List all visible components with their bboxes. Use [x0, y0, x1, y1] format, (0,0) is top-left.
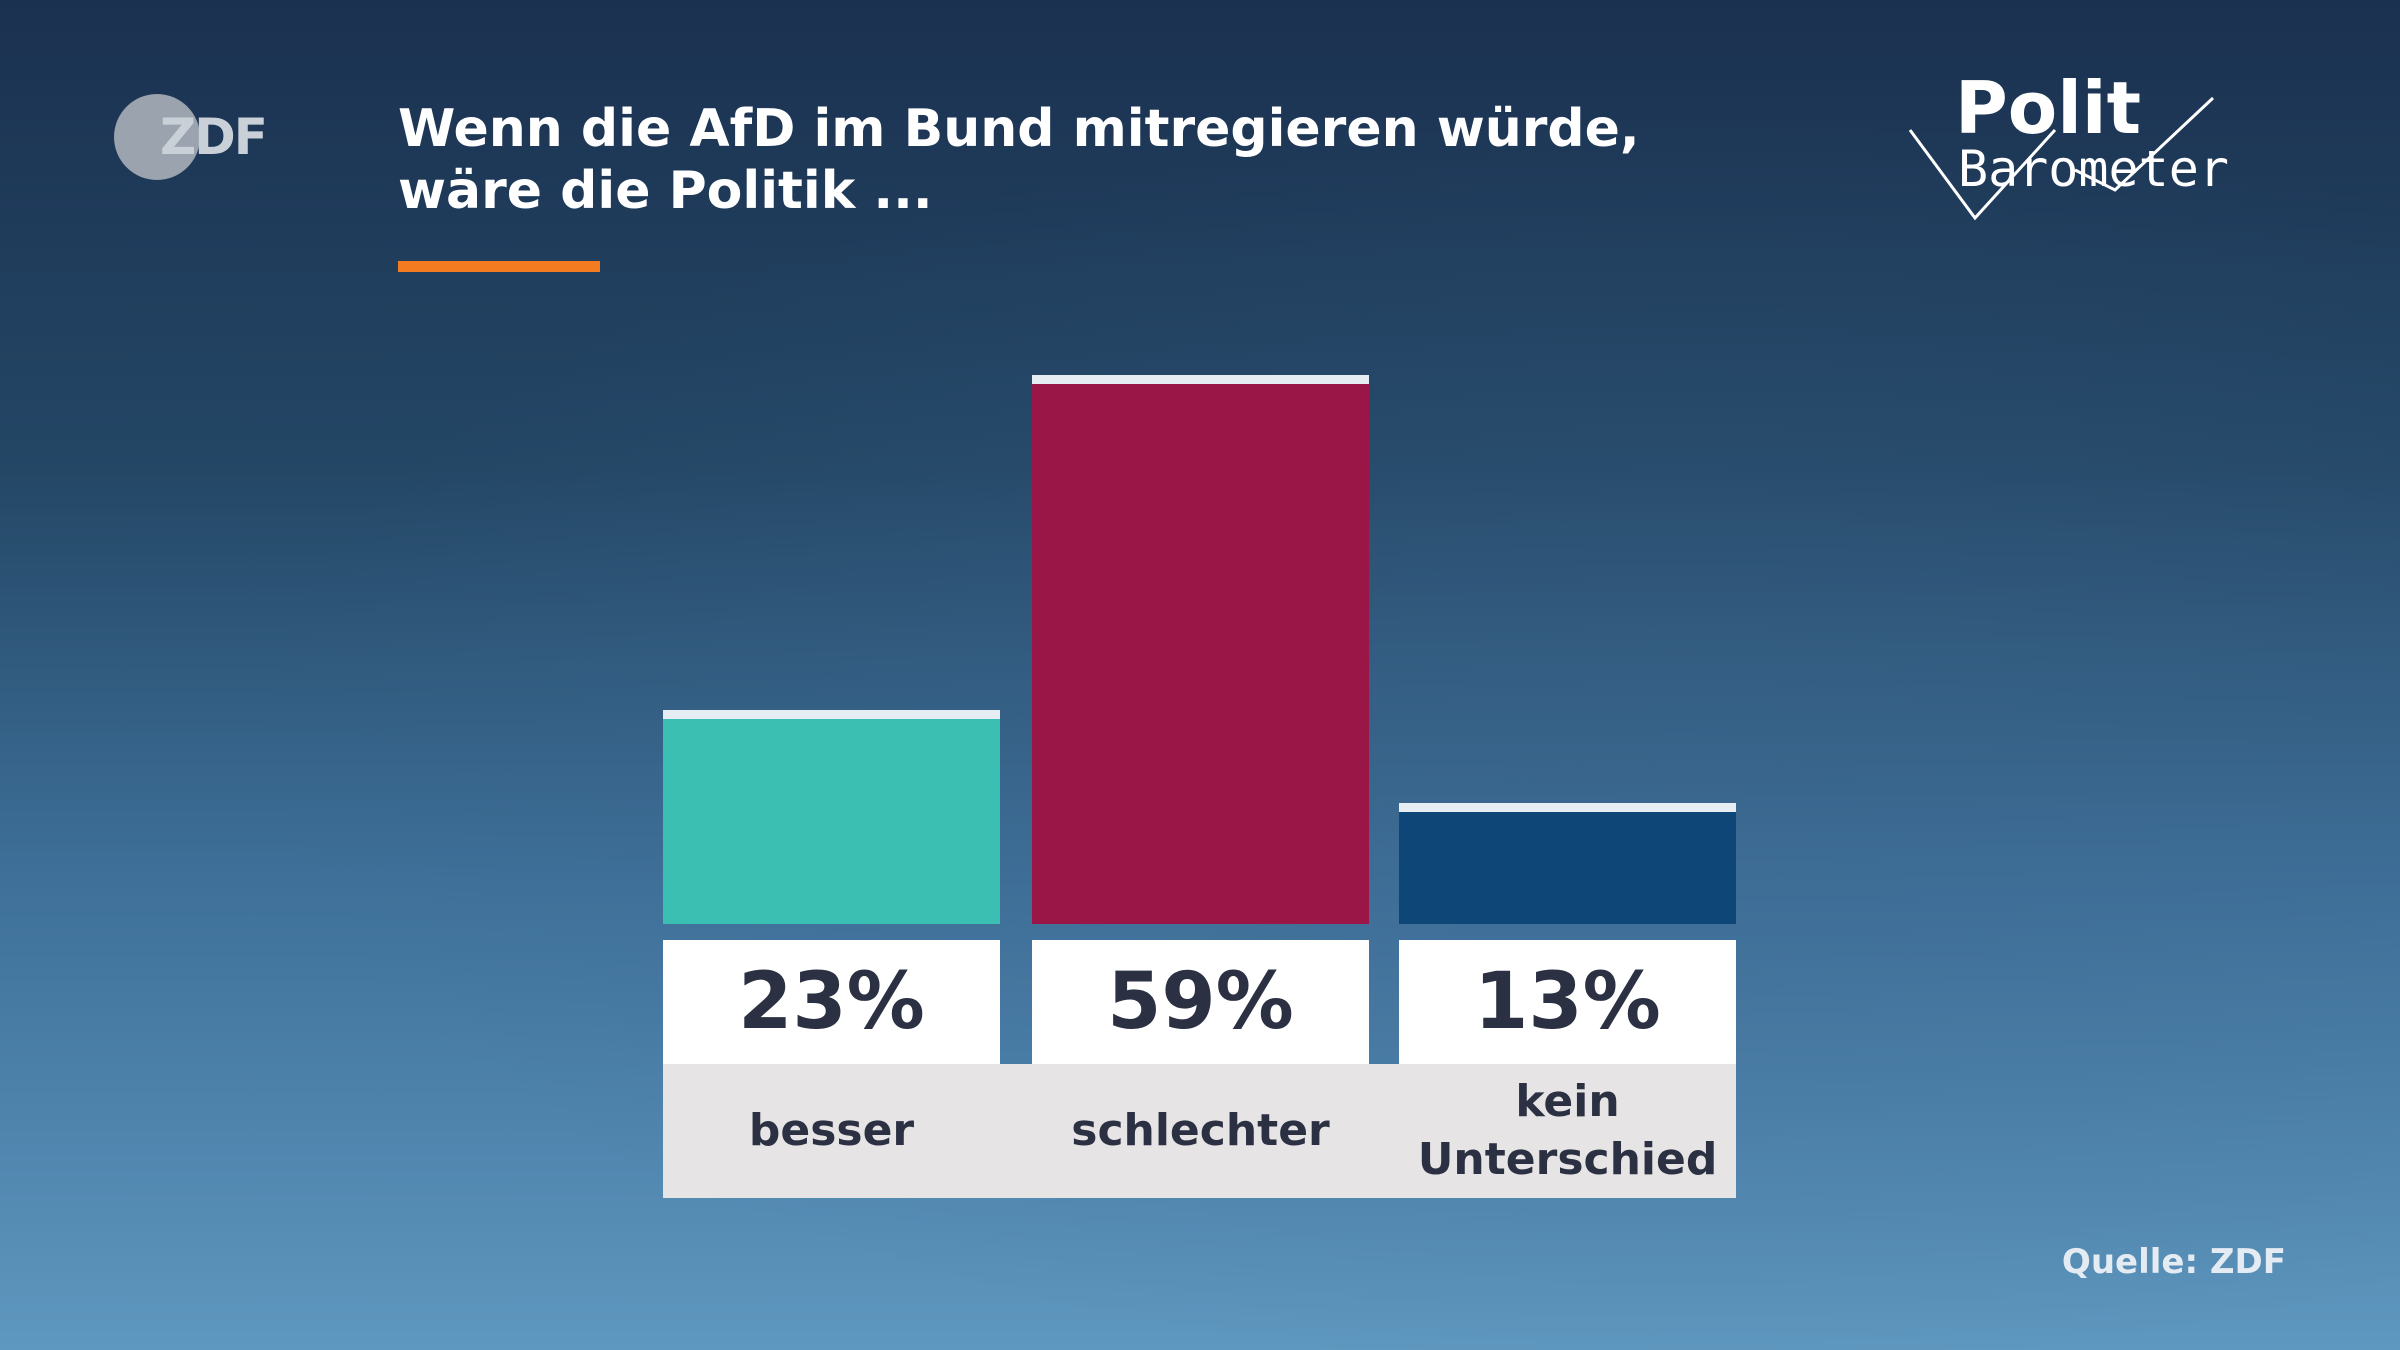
title-underline — [398, 261, 600, 272]
bar — [1399, 803, 1736, 924]
bar-cap — [1032, 375, 1369, 384]
broadcaster-logo: ZDF — [160, 108, 268, 166]
category-label: schlechter — [1071, 1105, 1330, 1156]
bar-cap — [663, 709, 1000, 719]
program-logo: Barometer — [1958, 140, 2229, 198]
check-mark — [1908, 128, 2057, 221]
category-label: kein Unterschied — [1417, 1076, 1718, 1185]
value-label: 59% — [1032, 940, 1369, 1064]
logo-circle — [114, 94, 200, 180]
category-band — [663, 1064, 1736, 1198]
category-label: besser — [748, 1105, 915, 1156]
bar-cap — [1399, 803, 1736, 813]
logo-check — [1908, 96, 2215, 221]
chart-title: Wenn die AfD im Bund mitregieren würde, … — [398, 99, 1640, 221]
bar — [663, 709, 1000, 924]
source: Quelle: ZDF — [2061, 1242, 2286, 1282]
value-label: 13% — [1399, 940, 1736, 1064]
check-mark — [2074, 96, 2215, 192]
value-label: 23% — [663, 940, 1000, 1064]
bar — [1032, 375, 1369, 924]
program-logo: Polit — [1955, 66, 2142, 150]
